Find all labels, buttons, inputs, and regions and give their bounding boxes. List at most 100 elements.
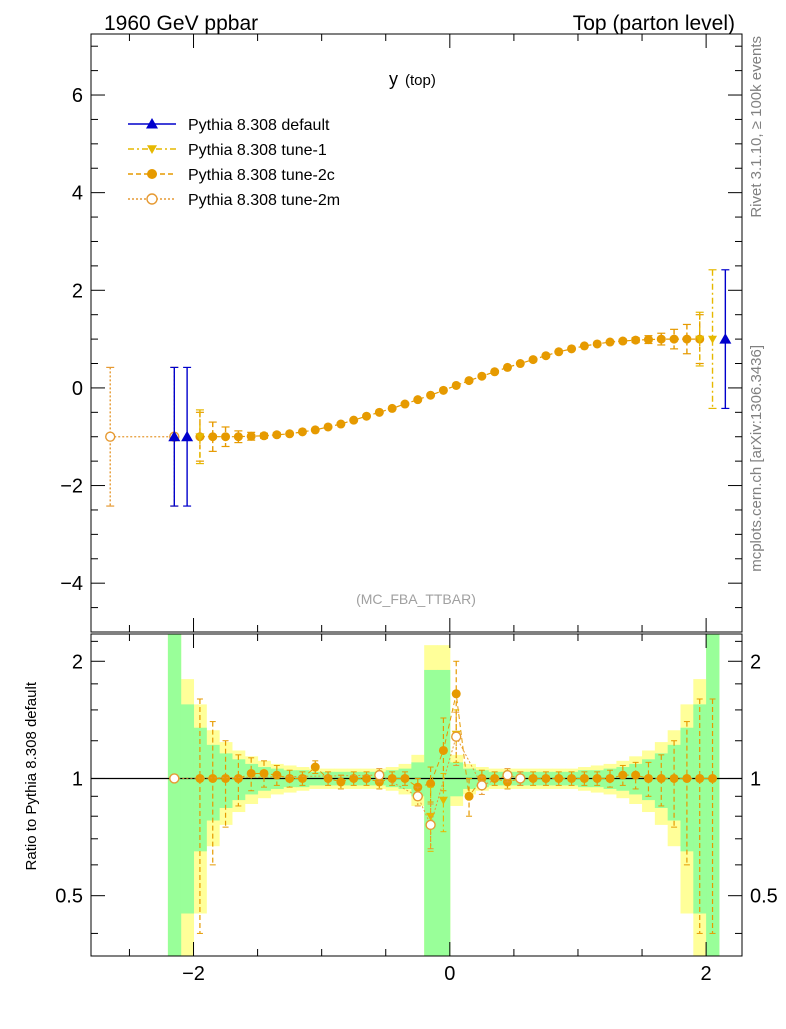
- main-point: [605, 337, 615, 347]
- main-title: y: [389, 69, 398, 89]
- ratio-point: [464, 791, 474, 801]
- main-point: [592, 339, 602, 349]
- ratio-point: [297, 773, 307, 783]
- ratio-xtick-label: 2: [701, 963, 712, 985]
- main-point: [695, 335, 705, 344]
- legend-label: Pythia 8.308 tune-2c: [188, 167, 335, 184]
- main-point: [554, 347, 564, 357]
- ratio-ytick-label-right: 2: [750, 651, 761, 673]
- main-ytick-label: 0: [72, 378, 83, 400]
- main-frame: [90, 33, 743, 633]
- ratio-point: [579, 773, 589, 783]
- main-point: [233, 432, 243, 442]
- main-point: [426, 390, 436, 400]
- main-point: [631, 335, 641, 345]
- ratio-point: [643, 773, 653, 783]
- ratio-point: [451, 689, 461, 699]
- ratio-line: [174, 735, 521, 827]
- main-point: [567, 344, 577, 354]
- main-point: [579, 341, 589, 351]
- main-point: [477, 371, 487, 381]
- main-ytick-label: 2: [72, 280, 83, 302]
- ratio-band-inner: [693, 704, 707, 914]
- main-point: [451, 380, 461, 390]
- ratio-point: [362, 773, 372, 783]
- main-point: [502, 362, 512, 372]
- main-point: [168, 430, 181, 442]
- ratio-point: [259, 768, 269, 778]
- ratio-axis-ticks: 0.5 0.5 1 1 2 2 −2 0 2: [55, 634, 778, 985]
- ratio-point: [682, 773, 692, 783]
- main-point: [438, 385, 448, 395]
- ratio-point: [515, 773, 526, 784]
- ratio-band-inner: [180, 704, 195, 914]
- ratio-xtick-label: −2: [182, 963, 205, 985]
- legend-marker: [147, 145, 157, 154]
- main-ytick-label: 4: [72, 183, 83, 205]
- main-point: [719, 333, 732, 344]
- legend-label: Pythia 8.308 tune-2m: [188, 192, 340, 209]
- main-point: [336, 419, 346, 429]
- ratio-point: [221, 773, 231, 783]
- main-point: [362, 411, 372, 421]
- legend: Pythia 8.308 default Pythia 8.308 tune-1 P…: [128, 117, 340, 209]
- main-point: [656, 334, 666, 344]
- ratio-point: [592, 773, 602, 783]
- ratio-band-inner: [706, 634, 720, 956]
- legend-marker: [146, 118, 158, 129]
- mcplots-label: mcplots.cern.ch [arXiv:1306.3436]: [748, 345, 765, 572]
- main-point: [515, 359, 525, 369]
- ratio-ytick-label-left: 1: [72, 768, 83, 790]
- ratio-point: [567, 773, 577, 783]
- ratio-point: [554, 773, 564, 783]
- main-point: [221, 432, 231, 442]
- ratio-band-inner: [437, 669, 451, 956]
- main-point: [272, 430, 282, 440]
- ratio-point: [605, 773, 615, 783]
- main-point: [259, 431, 269, 441]
- ratio-point: [374, 769, 385, 781]
- ratio-ytick-label-right: 1: [750, 768, 761, 790]
- ratio-point: [631, 770, 641, 780]
- main-point: [323, 422, 333, 432]
- ratio-ylabel: Ratio to Pythia 8.308 default: [23, 681, 40, 870]
- main-point: [528, 355, 538, 365]
- ratio-point: [336, 777, 346, 787]
- main-point: [708, 335, 718, 344]
- ratio-point: [695, 773, 705, 783]
- ratio-point: [656, 773, 666, 783]
- ratio-ytick-label-left: 0.5: [55, 886, 83, 908]
- ratio-point: [426, 779, 436, 789]
- ratio-point: [618, 770, 628, 780]
- ratio-point: [169, 773, 180, 784]
- main-point: [541, 351, 551, 361]
- main-point: [387, 403, 397, 413]
- ratio-band-inner: [167, 634, 182, 956]
- legend-marker: [147, 169, 157, 179]
- ratio-point: [708, 773, 718, 783]
- main-point: [181, 430, 194, 442]
- legend-label: Pythia 8.308 default: [188, 117, 330, 134]
- ratio-frame: [90, 633, 743, 957]
- ratio-point: [349, 773, 359, 783]
- main-point: [246, 431, 256, 441]
- ratio-point: [400, 773, 410, 783]
- watermark: (MC_FBA_TTBAR): [356, 591, 476, 607]
- main-point: [464, 376, 474, 386]
- main-point: [643, 335, 653, 345]
- ratio-ytick-label-right: 0.5: [750, 886, 778, 908]
- ratio-point: [476, 780, 488, 791]
- main-point: [618, 336, 628, 346]
- main-title-sub: (top): [405, 72, 436, 89]
- main-line-tune-2c: [199, 338, 700, 438]
- ratio-point: [387, 773, 397, 783]
- main-ytick-label: −2: [60, 476, 83, 498]
- ratio-point: [451, 731, 462, 742]
- ratio-point: [541, 773, 551, 783]
- ratio-point: [310, 762, 320, 772]
- ratio-point: [323, 773, 333, 783]
- main-point: [297, 427, 307, 437]
- ratio-xtick-label: 0: [444, 963, 455, 985]
- ratio-ytick-label-left: 2: [72, 651, 83, 673]
